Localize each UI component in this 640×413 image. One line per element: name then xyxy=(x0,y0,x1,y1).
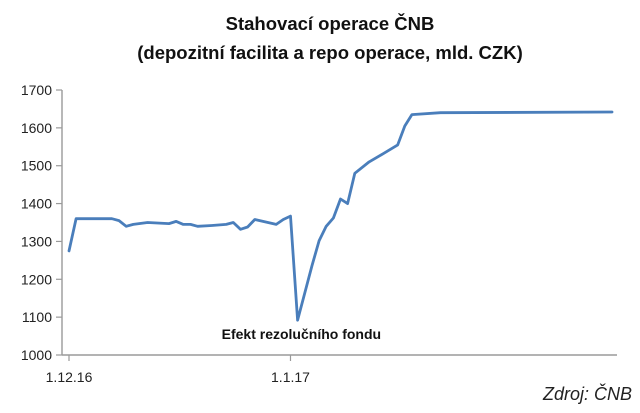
chart-title: Stahovací operace ČNB xyxy=(226,13,435,34)
x-tick-label: 1.1.17 xyxy=(271,369,310,385)
x-tick-label: 1.12.16 xyxy=(46,369,93,385)
series-layer xyxy=(67,110,614,322)
y-tick-label: 1200 xyxy=(21,271,52,287)
annotation-label: Efekt rezolučního fondu xyxy=(222,326,381,342)
y-tick-label: 1700 xyxy=(21,82,52,98)
y-tick-label: 1400 xyxy=(21,196,52,212)
y-tick-label: 1000 xyxy=(21,347,52,363)
y-axis-ticks: 1000 1100 1200 1300 1400 1500 1600 1700 xyxy=(21,82,62,363)
y-tick-label: 1300 xyxy=(21,233,52,249)
annotation-layer: Efekt rezolučního fondu xyxy=(222,326,381,342)
y-tick-label: 1600 xyxy=(21,120,52,136)
x-axis-ticks: 1.12.16 1.1.17 xyxy=(46,355,310,385)
y-tick-label: 1100 xyxy=(22,309,52,325)
y-tick-label: 1500 xyxy=(21,158,52,174)
chart-subtitle: (depozitní facilita a repo operace, mld.… xyxy=(137,42,522,63)
series-line xyxy=(67,110,614,322)
source-note: Zdroj: ČNB xyxy=(542,383,632,404)
